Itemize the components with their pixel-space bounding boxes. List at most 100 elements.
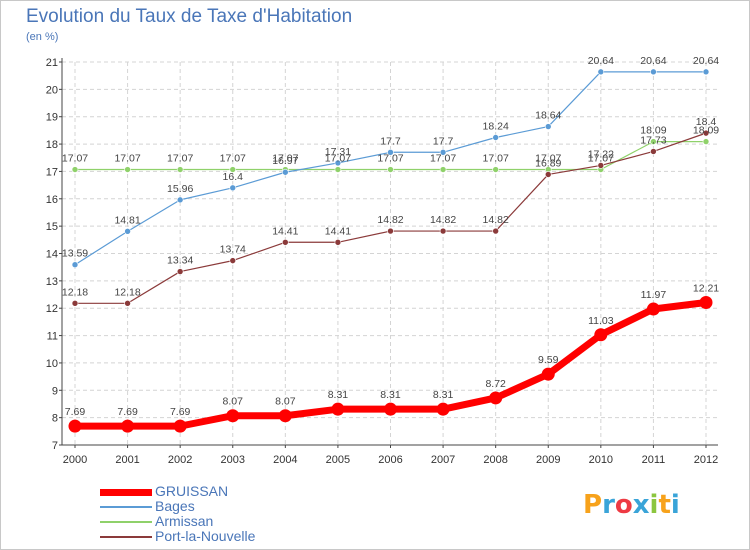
data-label: 17.07: [114, 153, 140, 165]
legend-swatch: [100, 536, 152, 538]
legend-swatch: [100, 506, 152, 508]
data-label: 13.59: [62, 248, 88, 260]
x-tick-label: 2006: [378, 454, 402, 466]
y-tick-label: 19: [46, 112, 58, 124]
data-label: 8.31: [433, 389, 454, 401]
logo-letter: i: [670, 490, 680, 520]
y-tick-label: 14: [46, 249, 58, 261]
y-tick-label: 18: [46, 139, 58, 151]
data-point-gruissan: [384, 402, 397, 416]
y-tick-label: 21: [46, 57, 58, 69]
x-tick-label: 2001: [115, 454, 139, 466]
x-tick-label: 2011: [642, 454, 666, 466]
data-label: 16.89: [535, 157, 561, 169]
data-point: [439, 166, 447, 173]
data-label: 8.31: [380, 389, 401, 401]
data-label: 11.97: [641, 289, 667, 301]
y-tick-label: 10: [46, 358, 58, 370]
data-label: 17.22: [588, 148, 614, 160]
data-label: 8.07: [275, 396, 296, 408]
data-point-gruissan: [699, 295, 713, 309]
data-label: 14.81: [114, 214, 140, 226]
data-point: [597, 162, 605, 169]
data-point: [334, 166, 342, 173]
logo-letter: o: [614, 490, 633, 520]
data-point: [492, 166, 499, 173]
data-label: 12.21: [693, 282, 719, 294]
data-point-gruissan: [541, 367, 555, 381]
data-label: 17.7: [433, 135, 454, 147]
data-label: 17.73: [640, 134, 666, 146]
data-point: [176, 196, 184, 204]
x-tick-label: 2007: [431, 454, 455, 466]
data-point: [124, 166, 131, 173]
data-point-gruissan: [489, 391, 503, 405]
x-tick-label: 2010: [589, 454, 613, 466]
data-point: [124, 299, 131, 307]
x-tick-label: 2012: [694, 454, 718, 466]
data-point: [282, 238, 289, 246]
y-tick-label: 12: [46, 303, 58, 315]
data-label: 18.09: [693, 125, 719, 137]
data-point-gruissan: [121, 419, 135, 433]
data-label: 8.07: [223, 396, 244, 408]
data-label: 8.72: [485, 378, 506, 390]
data-point: [650, 68, 657, 76]
data-label: 17.07: [272, 153, 298, 165]
data-point-gruissan: [226, 409, 240, 423]
logo-letter: P: [583, 490, 603, 520]
data-label: 17.07: [377, 153, 403, 165]
x-tick-label: 2008: [483, 454, 507, 466]
data-point: [334, 238, 342, 246]
y-tick-label: 15: [46, 221, 58, 233]
data-point: [439, 148, 447, 156]
data-label: 20.64: [693, 55, 719, 67]
data-label: 17.7: [380, 135, 401, 147]
x-tick-label: 2000: [63, 454, 87, 466]
data-label: 14.82: [430, 214, 456, 226]
chart-title: Evolution du Taux de Taxe d'Habitation: [26, 6, 353, 27]
legend-swatch: [100, 488, 152, 496]
data-point: [544, 123, 552, 130]
data-label: 17.07: [220, 153, 246, 165]
data-point: [176, 166, 184, 173]
legend-label: Bages: [155, 498, 195, 514]
logo-letter: x: [632, 490, 650, 520]
y-tick-label: 8: [52, 413, 58, 425]
data-point: [597, 68, 605, 76]
data-label: 17.07: [62, 153, 88, 165]
data-point: [71, 299, 79, 307]
data-point: [702, 129, 710, 137]
data-label: 17.07: [430, 153, 456, 165]
chart-subtitle: (en %): [26, 31, 59, 43]
y-tick-label: 11: [47, 331, 58, 343]
data-label: 17.07: [167, 153, 193, 165]
data-label: 17.07: [325, 153, 351, 165]
data-point: [439, 227, 447, 235]
data-point: [229, 166, 237, 173]
data-point: [387, 227, 394, 235]
data-point: [334, 159, 342, 167]
data-label: 12.18: [62, 286, 88, 298]
data-point: [650, 148, 657, 155]
data-label: 8.31: [328, 389, 349, 401]
data-label: 13.74: [220, 244, 246, 256]
data-label: 16.4: [223, 171, 244, 183]
data-label: 14.41: [325, 225, 351, 237]
data-label: 17.07: [535, 153, 561, 165]
data-label: 20.64: [640, 55, 666, 67]
data-label: 18.64: [535, 110, 561, 122]
data-point: [492, 227, 499, 235]
y-tick-label: 7: [52, 440, 58, 452]
x-tick-label: 2009: [536, 454, 560, 466]
proxiti-logo: Proxiti: [583, 490, 680, 520]
data-label: 17.07: [483, 153, 509, 165]
data-label: 18.09: [640, 125, 666, 137]
data-point: [387, 166, 394, 173]
logo-letter: t: [658, 490, 671, 520]
data-label: 13.34: [167, 255, 193, 267]
legend-label: GRUISSAN: [155, 483, 229, 499]
data-point-gruissan: [594, 328, 608, 342]
data-label: 14.41: [272, 225, 298, 237]
